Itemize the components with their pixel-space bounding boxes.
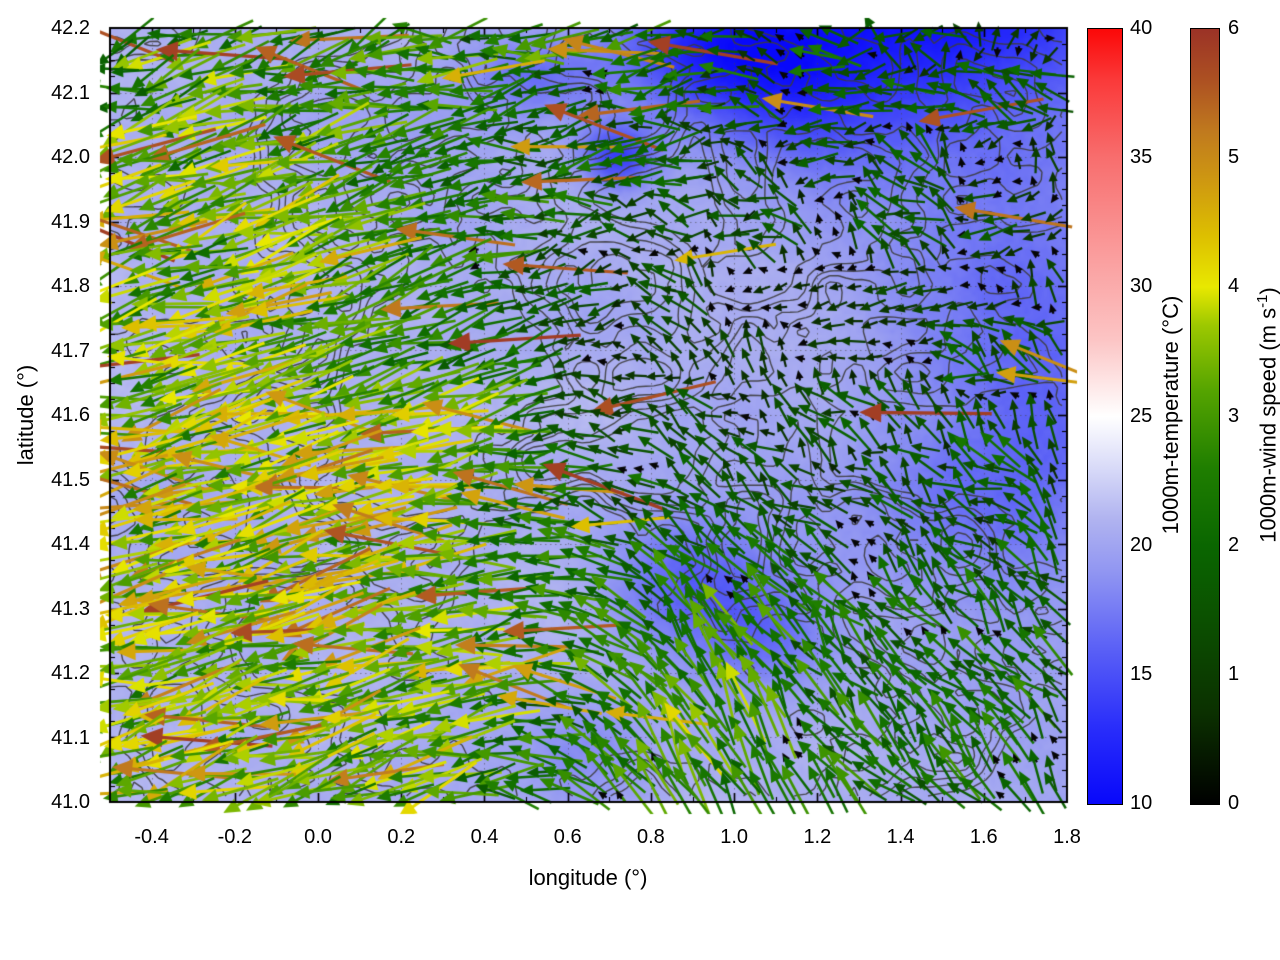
y-tick-label: 41.1 [51, 726, 90, 749]
wind-colorbar-title-suffix: ) [1255, 287, 1280, 295]
wind_speed-colorbar-tick-label: 2 [1228, 533, 1240, 556]
y-axis-title: latitude (°) [13, 364, 38, 466]
x-tick-label: 0.0 [304, 826, 332, 848]
x-tick-label: 1.8 [1053, 826, 1081, 848]
y-tick-label: 41.9 [51, 210, 90, 233]
y-tick-label: 42.1 [51, 81, 90, 104]
y-tick-label: 41.4 [51, 533, 90, 555]
temperature-colorbar-gradient [1088, 29, 1122, 804]
x-tick-label: 1.6 [969, 826, 998, 848]
temperature-colorbar [1087, 28, 1123, 805]
wind-colorbar-title-superscript: -1 [1254, 294, 1271, 308]
temperature-colorbar-tick-label: 40 [1130, 17, 1153, 39]
y-tick-label: 41.5 [51, 468, 90, 491]
wind_speed-colorbar-tick-label: 3 [1228, 404, 1240, 427]
wind-colorbar-title-text: 1000m-wind speed (m s [1255, 307, 1280, 543]
y-tick-label: 41.3 [51, 597, 90, 620]
y-tick-label: 42.2 [51, 17, 90, 39]
x-tick-label: 0.4 [470, 826, 499, 848]
temperature-colorbar-tick-label: 15 [1130, 662, 1153, 685]
y-tick-label: 41.7 [51, 339, 90, 362]
wind_speed-colorbar-tick-label: 5 [1228, 146, 1240, 169]
x-tick-label: 1.2 [803, 826, 832, 848]
y-tick-label: 41.0 [51, 791, 90, 813]
x-tick-label: 1.0 [720, 826, 749, 848]
x-tick-label: 0.2 [387, 826, 416, 848]
temperature-colorbar-title: 1000m-temperature (°C) [1158, 295, 1183, 535]
temperature-colorbar-tick-label: 10 [1130, 792, 1153, 814]
x-tick-label: 0.6 [553, 826, 582, 848]
wind_speed-colorbar-tick-label: 6 [1228, 17, 1240, 39]
x-tick-label: 0.8 [637, 826, 665, 848]
temperature-colorbar-tick-label: 35 [1130, 146, 1153, 169]
x-tick-label: -0.2 [217, 826, 253, 848]
wind-colorbar-gradient [1191, 29, 1219, 804]
wind_speed-colorbar-tick-label: 4 [1228, 275, 1240, 298]
x-tick-label: -0.4 [134, 826, 169, 848]
temperature-colorbar-tick-label: 30 [1130, 275, 1153, 298]
y-tick-label: 41.2 [51, 662, 90, 684]
temperature-colorbar-tick-label: 20 [1130, 533, 1153, 556]
wind_speed-colorbar-tick-label: 1 [1228, 662, 1240, 685]
temperature-colorbar-tick-label: 25 [1130, 404, 1153, 427]
wind-colorbar-title: 1000m-wind speed (m s-1) [1249, 195, 1280, 635]
y-tick-label: 41.6 [51, 404, 90, 426]
y-tick-label: 41.8 [51, 275, 90, 297]
x-axis-title: longitude (°) [528, 865, 648, 890]
wind_speed-colorbar-tick-label: 0 [1228, 792, 1240, 814]
wind-colorbar [1190, 28, 1220, 805]
x-tick-label: 1.4 [886, 826, 915, 848]
y-tick-label: 42.0 [51, 146, 90, 168]
